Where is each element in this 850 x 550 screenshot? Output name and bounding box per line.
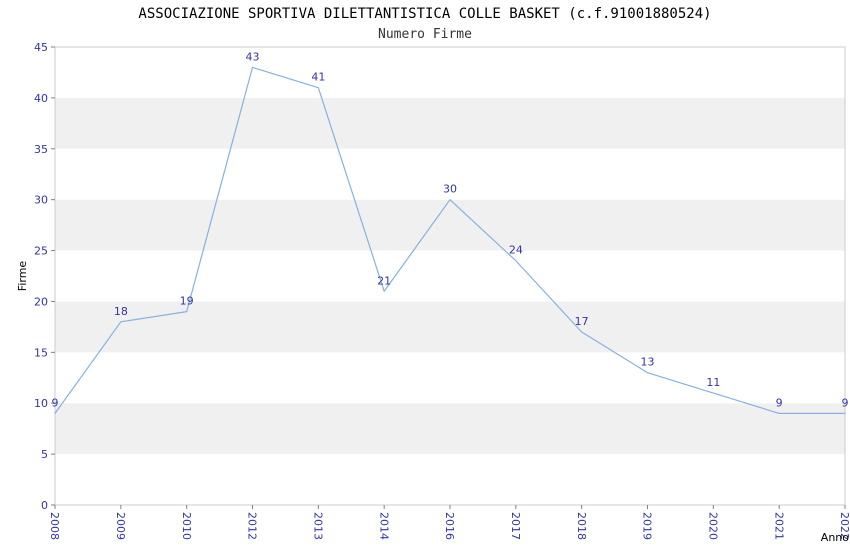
series-line	[54, 66, 846, 414]
plot-band	[55, 250, 845, 302]
plot-band	[55, 301, 845, 353]
point-value-label: 30	[443, 183, 457, 196]
plot-band	[55, 47, 845, 98]
x-axis-title: Anno	[821, 531, 849, 544]
x-tick-label: 2012	[246, 512, 259, 540]
x-tick-label: 2020	[706, 512, 719, 540]
plot-band	[55, 148, 845, 200]
point-value-label: 9	[52, 396, 59, 409]
x-tick-label: 2013	[311, 512, 324, 540]
point-value-label: 13	[641, 356, 655, 369]
y-tick-label: 5	[41, 448, 48, 461]
point-value-label: 24	[509, 244, 523, 257]
plot-area: 0 5 10 15 20 25 30 35 40 45 2008 2009 2010 2012 2013 20…	[34, 41, 850, 540]
x-tick-label: 2019	[641, 512, 654, 540]
chart-subtitle: Numero Firme	[378, 27, 472, 42]
plot-band	[55, 199, 845, 251]
point-value-label: 21	[377, 274, 391, 287]
x-tick-label: 2017	[509, 512, 522, 540]
x-tick-label: 2022	[838, 512, 850, 540]
y-tick-label: 25	[34, 245, 48, 258]
x-tick-label: 2021	[772, 512, 785, 540]
y-tick-label: 15	[34, 346, 48, 359]
plot-band	[55, 352, 845, 404]
x-tick-label: 2008	[48, 512, 61, 540]
plot-band	[55, 97, 845, 149]
x-tick-label: 2014	[377, 512, 390, 540]
y-tick-label: 35	[34, 143, 48, 156]
point-value-label: 9	[842, 396, 849, 409]
point-value-label: 17	[575, 315, 589, 328]
x-tick-label: 2016	[443, 512, 456, 540]
point-value-label: 9	[776, 396, 783, 409]
point-value-label: 11	[706, 376, 720, 389]
y-axis-title: Firme	[16, 261, 29, 292]
y-tick-label: 40	[34, 92, 48, 105]
plot-band	[55, 454, 845, 505]
y-tick-label: 0	[41, 499, 48, 512]
point-value-label: 18	[114, 305, 128, 318]
point-value-label: 19	[180, 295, 194, 308]
y-tick-label: 30	[34, 194, 48, 207]
point-value-label: 41	[311, 71, 325, 84]
y-tick-label: 45	[34, 41, 48, 54]
plot-band	[55, 403, 845, 455]
x-tick-label: 2018	[575, 512, 588, 540]
y-tick-label: 20	[34, 295, 48, 308]
x-tick-label: 2009	[114, 512, 127, 540]
y-tick-label: 10	[34, 397, 48, 410]
x-tick-label: 2010	[180, 512, 193, 540]
point-value-label: 43	[246, 50, 260, 63]
chart-title: ASSOCIAZIONE SPORTIVA DILETTANTISTICA CO…	[138, 6, 711, 22]
